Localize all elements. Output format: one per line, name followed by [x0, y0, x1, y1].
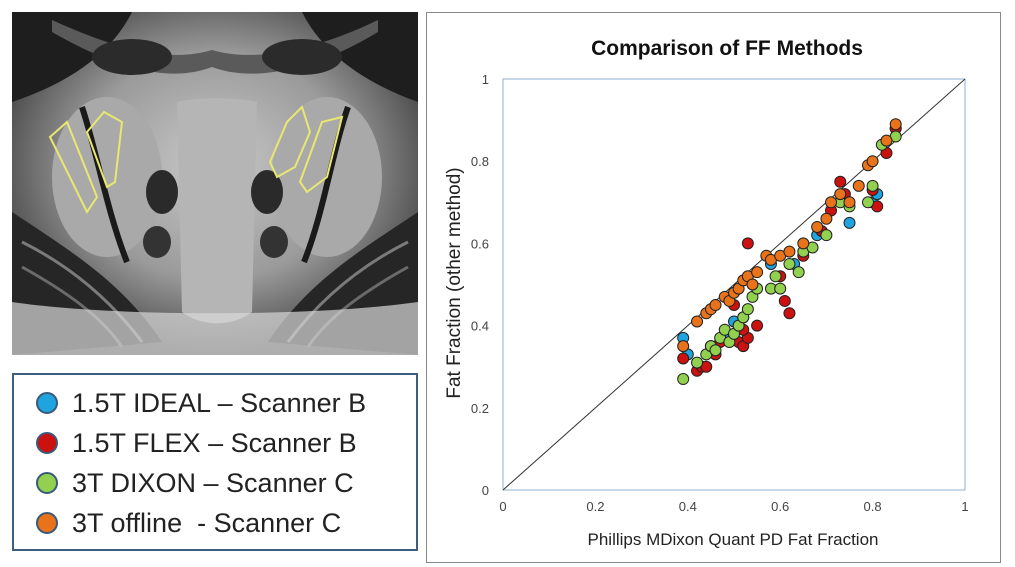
data-point [783, 307, 796, 320]
data-point [820, 229, 833, 242]
y-tick-label: 0.8 [471, 154, 489, 169]
data-point [843, 196, 856, 209]
legend-marker-icon [36, 512, 58, 534]
legend-label: 3T offline - Scanner C [72, 507, 342, 538]
series-2 [677, 130, 902, 386]
data-point [677, 352, 690, 365]
x-tick-label: 0.8 [864, 499, 882, 514]
data-point [691, 315, 704, 328]
legend-marker-icon [36, 392, 58, 414]
data-point [677, 340, 690, 353]
y-tick-label: 0 [482, 483, 489, 498]
data-point [866, 179, 879, 192]
x-tick-label: 0.2 [586, 499, 604, 514]
data-point [834, 188, 847, 201]
x-axis-label: Phillips MDixon Quant PD Fat Fraction [588, 530, 879, 549]
legend-label: 3T DIXON – Scanner C [72, 467, 354, 498]
x-tick-label: 1 [961, 499, 968, 514]
scatter-chart-panel: Comparison of FF Methods Fat Fraction (o… [426, 12, 1001, 563]
legend-item-offline: 3T offline - Scanner C [36, 505, 341, 541]
scatter-chart: Comparison of FF Methods Fat Fraction (o… [444, 37, 969, 549]
legend-label: 1.5T IDEAL – Scanner B [72, 387, 367, 418]
data-point [843, 216, 856, 229]
data-point [880, 134, 893, 147]
legend: 1.5T IDEAL – Scanner B 1.5T FLEX – Scann… [12, 373, 418, 551]
data-point [751, 266, 764, 279]
data-point [741, 237, 754, 250]
y-tick-label: 0.6 [471, 236, 489, 251]
data-point [783, 245, 796, 258]
data-point [861, 196, 874, 209]
data-point [691, 356, 704, 369]
data-point [746, 278, 759, 291]
y-tick-label: 1 [482, 72, 489, 87]
series-3 [677, 118, 902, 353]
data-point [751, 319, 764, 332]
legend-marker-icon [36, 432, 58, 454]
data-point [825, 196, 838, 209]
data-point [709, 344, 722, 357]
y-tick-label: 0.2 [471, 401, 489, 416]
x-tick-label: 0 [499, 499, 506, 514]
plot-area-frame [502, 78, 966, 491]
mri-image [12, 12, 418, 355]
data-point [741, 303, 754, 316]
legend-item-ideal: 1.5T IDEAL – Scanner B [36, 385, 366, 421]
legend-item-flex: 1.5T FLEX – Scanner B [36, 425, 357, 461]
x-tick-label: 0.4 [679, 499, 697, 514]
data-point [852, 179, 865, 192]
data-point [709, 299, 722, 312]
chart-title: Comparison of FF Methods [591, 37, 863, 60]
data-point [774, 282, 787, 295]
x-tick-label: 0.6 [771, 499, 789, 514]
data-point [792, 266, 805, 279]
legend-label: 1.5T FLEX – Scanner B [72, 427, 357, 458]
data-point [769, 270, 782, 283]
data-point [889, 118, 902, 131]
data-point [820, 212, 833, 225]
data-point [866, 155, 879, 168]
y-axis-label: Fat Fraction (other method) [444, 167, 465, 398]
data-point [797, 237, 810, 250]
data-point [783, 257, 796, 270]
data-point [834, 175, 847, 188]
y-tick-label: 0.4 [471, 319, 489, 334]
legend-marker-icon [36, 472, 58, 494]
mri-scan-graphic [12, 12, 418, 355]
data-point [778, 294, 791, 307]
legend-item-dixon: 3T DIXON – Scanner C [36, 465, 354, 501]
data-point [677, 373, 690, 386]
data-point [811, 220, 824, 233]
